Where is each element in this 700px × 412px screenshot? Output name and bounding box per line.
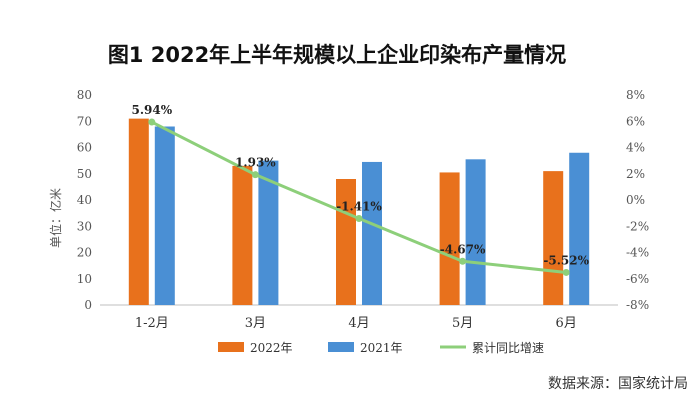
x-tick-label: 1-2月 [135,316,169,331]
legend-label: 2022年 [250,341,293,355]
y-axis-label: 单位：亿米 [48,188,63,248]
bar-2022年-6月 [543,171,564,305]
legend-label: 2021年 [360,341,403,355]
x-tick-label: 6月 [556,316,577,331]
bar-2021年-3月 [258,160,279,305]
legend-swatch-2021年 [328,342,354,352]
growth-data-label: -5.52% [543,253,589,267]
y-tick-label: 20 [77,246,92,260]
legend-swatch-2022年 [218,342,244,352]
y2-tick-label: -6% [626,272,649,286]
growth-data-label: 1.93% [235,156,276,170]
growth-data-label: 5.94% [131,103,172,117]
growth-line [148,118,570,276]
y2-tick-label: 4% [626,141,645,155]
source-note: 数据来源：国家统计局 [548,375,688,392]
y-tick-label: 10 [77,272,92,286]
growth-data-label: -4.67% [440,242,486,256]
bar-2022年-1-2月 [128,118,149,305]
axes: 0 10 20 30 40 50 60 70 80 -8% -6% -4% -2% 0% 2% 4% 6% 8% 1… [77,88,649,331]
y-tick-label: 30 [77,219,92,233]
bar-2022年-3月 [232,165,253,305]
y-tick-label: 70 [77,114,92,128]
y2-tick-label: -4% [626,246,649,260]
y-tick-label: 60 [77,141,92,155]
bar-2022年-4月 [336,179,356,305]
growth-point-4月 [355,215,363,223]
bar-2021年-6月 [569,152,590,305]
y2-tick-label: 0% [626,193,645,207]
x-tick-label: 4月 [348,316,369,331]
x-tick-label: 5月 [452,316,473,331]
legend-label: 累计同比增速 [472,341,544,355]
y-tick-label: 80 [77,88,92,102]
bar-2021年-5月 [465,159,486,305]
y2-tick-label: -8% [626,298,649,312]
bar-2022年-5月 [439,172,460,305]
data-labels: 5.94% 1.93% -1.41% -4.67% -5.52% [131,103,589,267]
bar-2021年-4月 [362,161,382,305]
chart-title: 图1 2022年上半年规模以上企业印染布产量情况 [108,43,566,67]
growth-point-6月 [562,268,570,276]
growth-point-1-2月 [148,118,156,126]
y2-tick-label: 2% [626,167,645,181]
y-tick-label: 40 [77,193,92,207]
legend: 2022年 2021年 累计同比增速 [218,341,544,355]
y-tick-label: 50 [77,167,92,181]
growth-line-path [151,120,567,274]
x-tick-label: 3月 [245,316,266,331]
growth-data-label: -1.41% [336,200,382,214]
y2-tick-label: -2% [626,219,649,233]
growth-point-3月 [251,171,259,179]
y2-tick-label: 6% [626,114,645,128]
bar-2021年-1-2月 [154,126,175,305]
growth-point-5月 [459,257,467,265]
y-tick-label: 0 [84,298,92,312]
y2-tick-label: 8% [626,88,645,102]
